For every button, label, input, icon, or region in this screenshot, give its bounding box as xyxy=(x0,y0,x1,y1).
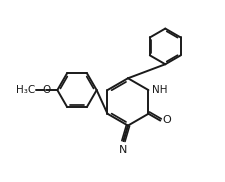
Text: O: O xyxy=(42,85,51,95)
Text: N: N xyxy=(119,145,128,155)
Text: NH: NH xyxy=(153,85,168,95)
Text: H₃C: H₃C xyxy=(16,85,36,95)
Text: O: O xyxy=(162,115,171,125)
